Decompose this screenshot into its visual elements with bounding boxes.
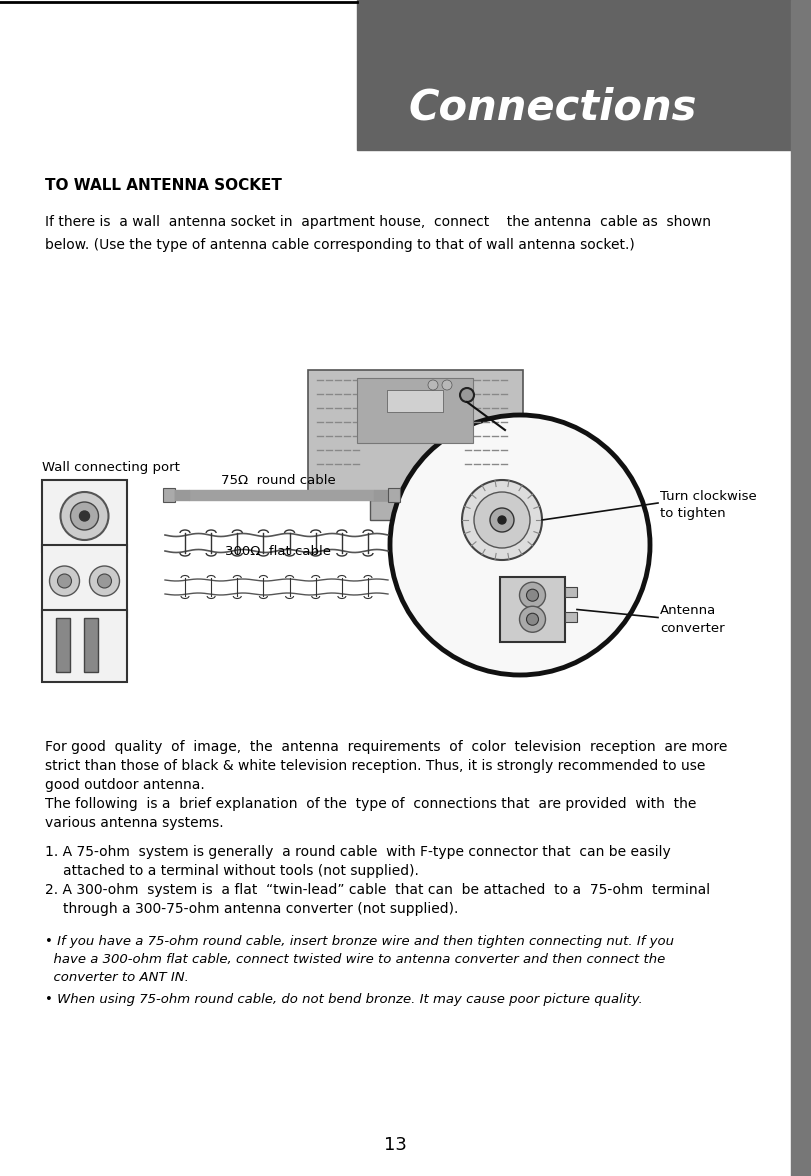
- Circle shape: [520, 607, 546, 633]
- Bar: [42, 610, 127, 682]
- Text: attached to a terminal without tools (not supplied).: attached to a terminal without tools (no…: [63, 864, 418, 878]
- Text: various antenna systems.: various antenna systems.: [45, 816, 224, 830]
- Circle shape: [79, 512, 89, 521]
- Circle shape: [89, 566, 119, 596]
- Circle shape: [474, 492, 530, 548]
- Text: 75Ω  round cable: 75Ω round cable: [221, 474, 336, 487]
- Bar: [370, 500, 460, 520]
- Bar: [55, 619, 70, 671]
- Text: • When using 75-ohm round cable, do not bend bronze. It may cause poor picture q: • When using 75-ohm round cable, do not …: [45, 993, 643, 1005]
- Text: If there is  a wall  antenna socket in  apartment house,  connect    the antenna: If there is a wall antenna socket in apa…: [45, 215, 711, 229]
- Bar: [42, 480, 127, 552]
- Text: strict than those of black & white television reception. Thus, it is strongly re: strict than those of black & white telev…: [45, 759, 706, 773]
- Bar: [374, 490, 388, 500]
- Bar: [791, 0, 811, 1176]
- Text: Turn clockwise: Turn clockwise: [660, 490, 757, 503]
- Text: • If you have a 75-ohm round cable, insert bronze wire and then tighten connecti: • If you have a 75-ohm round cable, inse…: [45, 935, 674, 948]
- Bar: [42, 544, 127, 617]
- Bar: [565, 612, 577, 622]
- Text: through a 300-75-ohm antenna converter (not supplied).: through a 300-75-ohm antenna converter (…: [63, 902, 458, 916]
- Text: 2. A 300-ohm  system is  a flat  “twin-lead” cable  that can  be attached  to a : 2. A 300-ohm system is a flat “twin-lead…: [45, 883, 710, 897]
- Bar: [175, 490, 189, 500]
- Circle shape: [390, 415, 650, 675]
- Circle shape: [526, 589, 539, 601]
- Text: Connections: Connections: [408, 87, 697, 129]
- Circle shape: [49, 566, 79, 596]
- Text: have a 300-ohm flat cable, connect twisted wire to antenna converter and then co: have a 300-ohm flat cable, connect twist…: [45, 953, 665, 965]
- Bar: [500, 577, 565, 642]
- Circle shape: [520, 582, 546, 608]
- Bar: [84, 619, 97, 671]
- Text: For good  quality  of  image,  the  antenna  requirements  of  color  television: For good quality of image, the antenna r…: [45, 740, 727, 754]
- Bar: [357, 377, 473, 443]
- Text: below. (Use the type of antenna cable corresponding to that of wall antenna sock: below. (Use the type of antenna cable co…: [45, 238, 635, 252]
- Circle shape: [490, 508, 514, 532]
- Circle shape: [428, 380, 438, 390]
- Text: converter to ANT IN.: converter to ANT IN.: [45, 971, 189, 984]
- Bar: [163, 488, 175, 502]
- Bar: [357, 0, 791, 151]
- Text: Antenna: Antenna: [660, 604, 716, 617]
- Text: to tighten: to tighten: [660, 507, 726, 520]
- Text: 300Ω  flat cable: 300Ω flat cable: [225, 544, 331, 557]
- Circle shape: [498, 516, 506, 524]
- Bar: [565, 587, 577, 597]
- Circle shape: [61, 492, 109, 540]
- Text: good outdoor antenna.: good outdoor antenna.: [45, 779, 204, 791]
- Bar: [388, 488, 400, 502]
- Text: 1. A 75-ohm  system is generally  a round cable  with F-type connector that  can: 1. A 75-ohm system is generally a round …: [45, 846, 671, 858]
- Text: converter: converter: [660, 621, 724, 635]
- Bar: [189, 490, 374, 500]
- Text: Wall connecting port: Wall connecting port: [42, 461, 180, 474]
- Circle shape: [526, 613, 539, 626]
- Circle shape: [462, 480, 542, 560]
- Circle shape: [460, 388, 474, 402]
- Circle shape: [442, 380, 452, 390]
- Text: 13: 13: [384, 1136, 407, 1154]
- Circle shape: [71, 502, 98, 530]
- Bar: [307, 370, 522, 500]
- Circle shape: [58, 574, 71, 588]
- Circle shape: [97, 574, 111, 588]
- Text: TO WALL ANTENNA SOCKET: TO WALL ANTENNA SOCKET: [45, 178, 282, 193]
- Text: The following  is a  brief explanation  of the  type of  connections that  are p: The following is a brief explanation of …: [45, 797, 697, 811]
- Bar: [387, 390, 443, 412]
